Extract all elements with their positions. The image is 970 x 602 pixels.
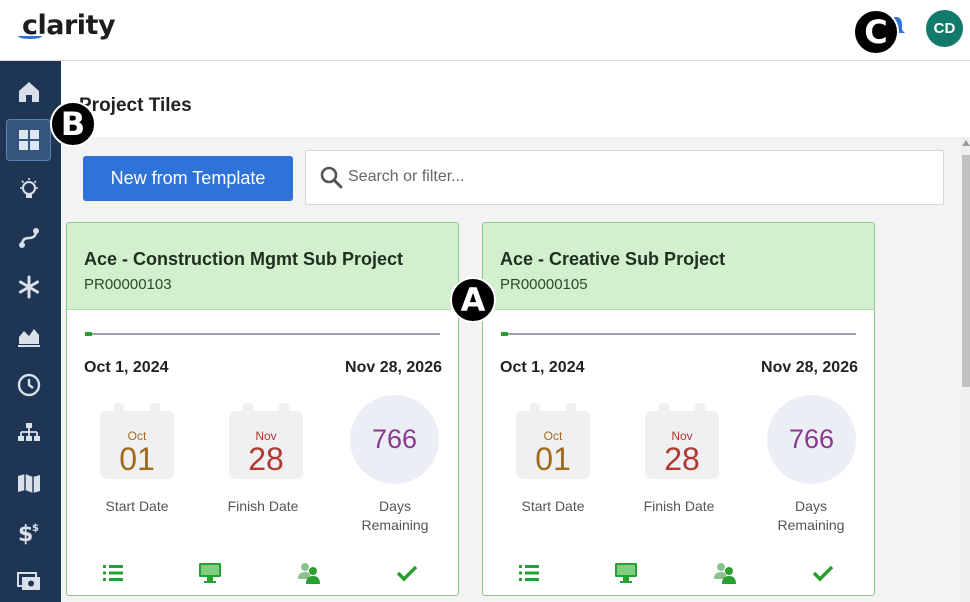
org-chart-icon bbox=[17, 423, 40, 441]
svg-text:$: $ bbox=[32, 523, 39, 534]
start-date-label: Start Date bbox=[105, 498, 169, 514]
project-title[interactable]: Ace - Creative Sub Project bbox=[500, 249, 726, 269]
search-icon bbox=[320, 166, 343, 189]
checkmark-icon[interactable] bbox=[811, 561, 835, 585]
finish-date-calendar: Nov 28 bbox=[229, 403, 303, 479]
user-avatar[interactable]: CD bbox=[926, 10, 963, 47]
start-day: 01 bbox=[119, 441, 155, 477]
team-icon[interactable] bbox=[713, 561, 737, 585]
start-date-text: Oct 1, 2024 bbox=[84, 359, 169, 376]
days-remaining-value: 766 bbox=[767, 395, 856, 484]
search-input[interactable] bbox=[348, 163, 928, 191]
area-chart-icon bbox=[17, 329, 40, 347]
sidebar-item-map[interactable] bbox=[6, 462, 51, 504]
scroll-up-arrow-icon[interactable] bbox=[962, 140, 970, 146]
days-remaining-label: Days Remaining bbox=[759, 497, 863, 535]
sidebar-item-hub[interactable] bbox=[6, 266, 51, 308]
finish-month: Nov bbox=[255, 429, 277, 443]
end-date-text: Nov 28, 2026 bbox=[761, 359, 858, 376]
roadmap-icon bbox=[18, 228, 39, 248]
days-label-line2: Remaining bbox=[361, 517, 429, 533]
end-date-text: Nov 28, 2026 bbox=[345, 359, 442, 376]
sidebar-item-roadmap[interactable] bbox=[6, 217, 51, 259]
project-title[interactable]: Ace - Construction Mgmt Sub Project bbox=[84, 249, 404, 269]
project-tile[interactable]: Ace - Construction Mgmt Sub Project PR00… bbox=[66, 222, 459, 596]
project-tile[interactable]: Ace - Creative Sub Project PR00000105 Oc… bbox=[482, 222, 875, 596]
home-icon bbox=[18, 82, 39, 102]
search-bar bbox=[305, 150, 944, 205]
money-card-icon bbox=[16, 572, 40, 590]
sidebar-item-timesheets[interactable] bbox=[6, 364, 51, 406]
new-from-template-button[interactable]: New from Template bbox=[83, 156, 293, 201]
days-label-line2: Remaining bbox=[777, 517, 845, 533]
marker-a: A bbox=[450, 277, 496, 323]
start-date-calendar: Oct 01 bbox=[516, 403, 590, 479]
project-code: PR00000105 bbox=[500, 276, 588, 293]
list-icon[interactable] bbox=[517, 561, 541, 585]
finish-date-label: Finish Date bbox=[227, 498, 299, 514]
sidebar-item-financials[interactable]: $ $ bbox=[6, 511, 51, 553]
sidebar-item-org[interactable] bbox=[6, 413, 51, 455]
monitor-icon[interactable] bbox=[614, 561, 638, 585]
grid-icon bbox=[18, 130, 39, 150]
finish-month: Nov bbox=[671, 429, 693, 443]
sidebar-item-ideas[interactable] bbox=[6, 168, 51, 210]
tile-header: Ace - Construction Mgmt Sub Project PR00… bbox=[67, 223, 458, 310]
finish-day: 28 bbox=[248, 441, 284, 477]
page-title: Project Tiles bbox=[79, 95, 192, 116]
start-month: Oct bbox=[127, 429, 147, 443]
finish-date-calendar: Nov 28 bbox=[645, 403, 719, 479]
start-date-text: Oct 1, 2024 bbox=[500, 359, 585, 376]
tile-actions bbox=[483, 561, 874, 585]
svg-text:$: $ bbox=[18, 522, 33, 545]
dollar-icon: $ $ bbox=[18, 522, 39, 545]
days-remaining-value: 766 bbox=[350, 395, 439, 484]
days-remaining-label: Days Remaining bbox=[343, 497, 447, 535]
finish-date-label: Finish Date bbox=[643, 498, 715, 514]
sidebar-item-analytics[interactable] bbox=[6, 315, 51, 357]
clock-icon bbox=[17, 373, 40, 397]
days-label-line1: Days bbox=[379, 498, 411, 514]
start-date-label: Start Date bbox=[521, 498, 585, 514]
monitor-icon[interactable] bbox=[198, 561, 222, 585]
sidebar: $ $ bbox=[0, 61, 61, 602]
marker-c: C bbox=[853, 9, 899, 55]
progress-fill bbox=[501, 332, 508, 336]
start-day: 01 bbox=[535, 441, 571, 477]
start-month: Oct bbox=[543, 429, 563, 443]
days-label-line1: Days bbox=[795, 498, 827, 514]
start-date-calendar: Oct 01 bbox=[100, 403, 174, 479]
tile-actions bbox=[67, 561, 458, 585]
asterisk-icon bbox=[18, 275, 39, 299]
logo-swoosh-icon bbox=[18, 33, 42, 39]
progress-track bbox=[501, 333, 856, 335]
scrollbar-thumb[interactable] bbox=[962, 155, 970, 387]
sidebar-item-billing[interactable] bbox=[6, 560, 51, 602]
map-icon bbox=[17, 474, 40, 493]
checkmark-icon[interactable] bbox=[395, 561, 419, 585]
project-code: PR00000103 bbox=[84, 276, 172, 293]
sidebar-item-home[interactable] bbox=[6, 71, 51, 113]
lightbulb-icon bbox=[19, 178, 38, 198]
marker-b: B bbox=[50, 101, 96, 147]
finish-day: 28 bbox=[664, 441, 700, 477]
list-icon[interactable] bbox=[101, 561, 125, 585]
progress-track bbox=[85, 333, 440, 335]
tile-header: Ace - Creative Sub Project PR00000105 bbox=[483, 223, 874, 310]
top-bar: clarity CD bbox=[0, 0, 970, 61]
sidebar-item-tiles[interactable] bbox=[6, 119, 51, 161]
team-icon[interactable] bbox=[297, 561, 321, 585]
progress-fill bbox=[85, 332, 92, 336]
